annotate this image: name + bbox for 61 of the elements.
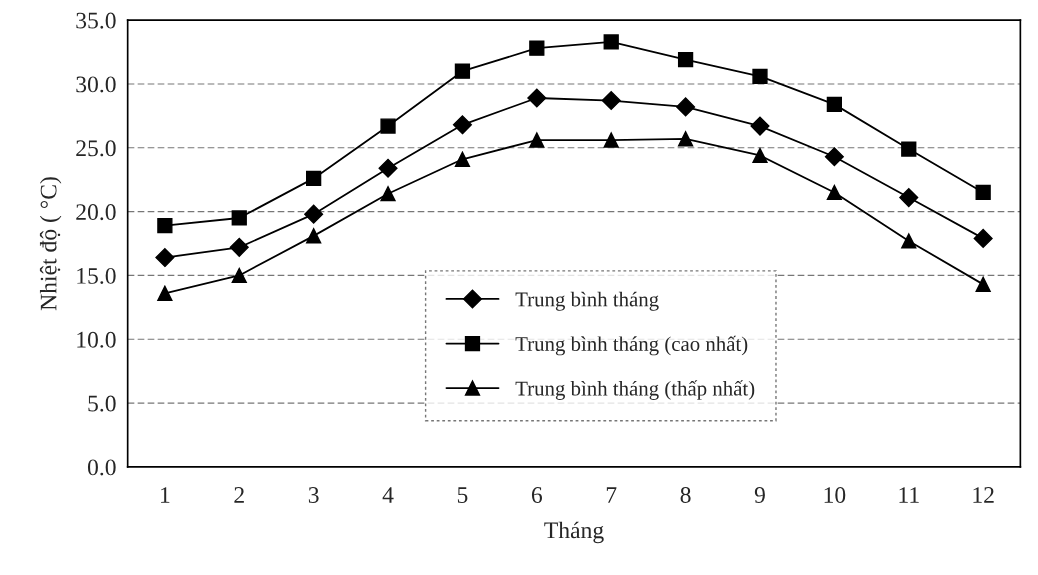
point xyxy=(603,132,619,148)
point xyxy=(750,116,770,136)
x-axis-title: Tháng xyxy=(544,521,604,544)
x-tick-label: 12 xyxy=(973,487,994,503)
point xyxy=(229,237,249,257)
point xyxy=(529,40,545,56)
point xyxy=(527,88,547,108)
x-tick-label: 1 xyxy=(161,487,170,503)
legend-label: Trung bình tháng (thấp nhất) xyxy=(515,380,755,400)
point xyxy=(826,184,843,201)
point xyxy=(677,131,694,147)
x-tick-label: 6 xyxy=(531,487,543,503)
point xyxy=(454,63,471,79)
point xyxy=(752,147,768,164)
legend-label: Trung bình tháng xyxy=(515,291,659,311)
point xyxy=(157,285,173,301)
point xyxy=(899,188,919,208)
point xyxy=(826,96,843,113)
y-tick-label: 30.0 xyxy=(76,76,116,93)
point xyxy=(380,118,396,134)
point xyxy=(529,132,545,148)
x-tick-label: 7 xyxy=(606,487,617,503)
x-tick-label: 3 xyxy=(308,487,319,503)
y-tick-label: 15.0 xyxy=(77,267,116,284)
point xyxy=(231,267,247,284)
y-tick-label: 35.0 xyxy=(76,12,116,29)
x-tick-label: 2 xyxy=(234,487,244,503)
point xyxy=(676,97,696,117)
point xyxy=(380,186,396,202)
y-tick-label: 25.0 xyxy=(76,140,116,157)
point xyxy=(306,170,322,187)
point xyxy=(157,218,173,234)
point xyxy=(752,68,768,84)
point xyxy=(824,147,844,167)
x-tick-label: 8 xyxy=(680,487,691,503)
point xyxy=(975,184,991,201)
point xyxy=(304,204,324,224)
y-tick-label: 20.0 xyxy=(76,204,116,221)
point xyxy=(975,276,991,293)
point xyxy=(973,228,993,248)
y-tick-label: 10.0 xyxy=(77,331,116,348)
point xyxy=(901,141,917,157)
x-tick-label: 9 xyxy=(754,487,765,503)
x-tick-label: 10 xyxy=(824,487,846,503)
legend-label: Trung bình tháng (cao nhất) xyxy=(515,335,748,356)
x-tick-label: 4 xyxy=(382,487,394,503)
y-axis-title: Nhiệt độ ( °C) xyxy=(39,177,62,311)
point xyxy=(306,228,322,244)
point xyxy=(155,248,175,268)
point xyxy=(677,52,694,68)
point xyxy=(378,158,398,178)
point xyxy=(231,210,247,226)
point xyxy=(901,233,917,249)
point xyxy=(452,115,472,135)
point xyxy=(454,151,471,167)
y-tick-label: 0.0 xyxy=(87,459,116,476)
point xyxy=(601,91,621,111)
y-tick-label: 5.0 xyxy=(88,395,116,412)
point xyxy=(603,34,619,50)
x-tick-label: 11 xyxy=(899,487,919,503)
x-tick-label: 5 xyxy=(457,487,468,503)
